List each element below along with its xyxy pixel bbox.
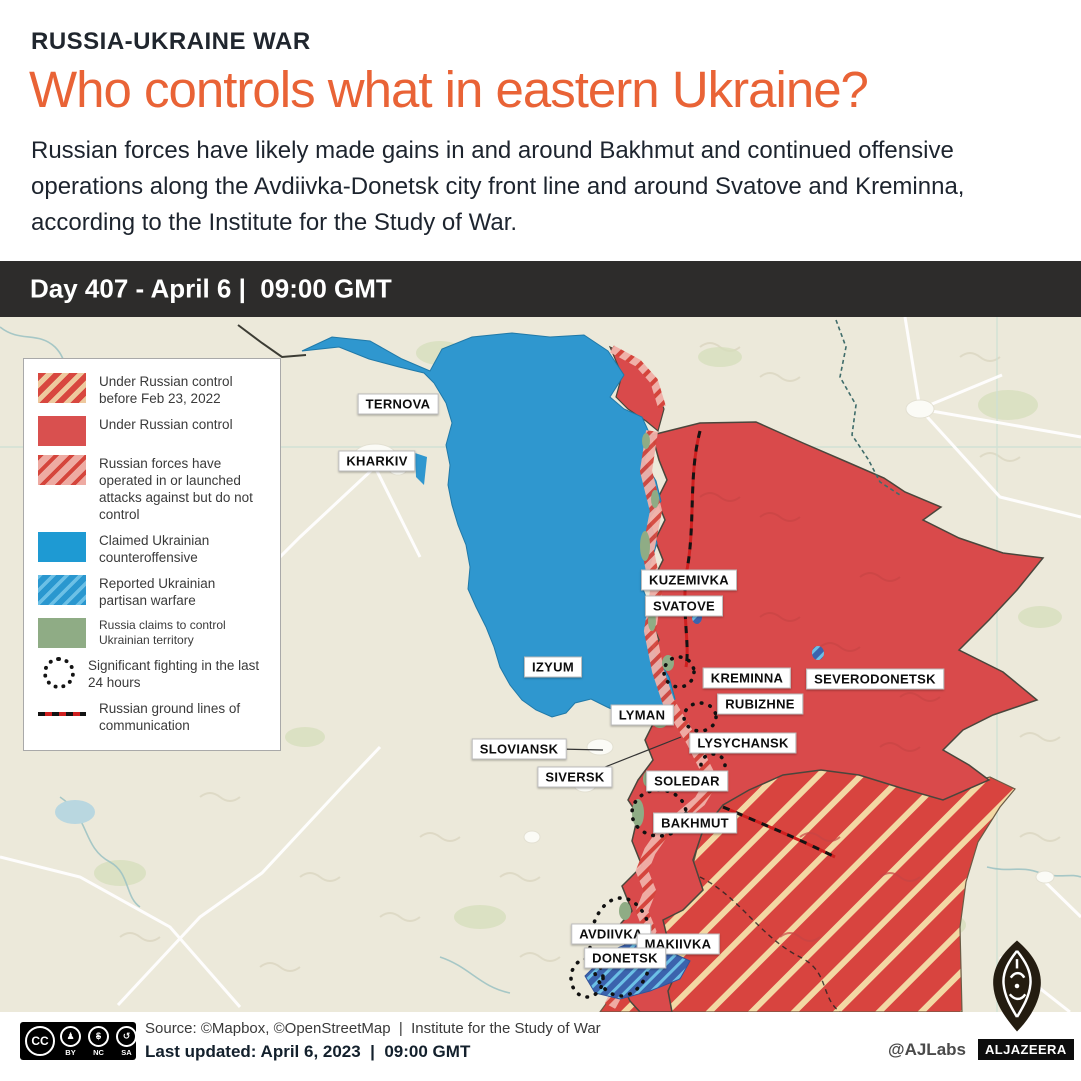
legend-swatch-russian-control: [38, 416, 86, 446]
ajlabs-handle: @AJLabs: [888, 1040, 966, 1059]
legend-label: Significant fighting in the last 24 hour…: [88, 658, 260, 690]
legend-swatch-attacked: [38, 455, 86, 485]
cc-by-icon: ♟: [60, 1025, 81, 1047]
red-terrain-texture: [699, 492, 941, 942]
day-banner-text: Day 407 - April 6 | 09:00 GMT: [30, 273, 392, 304]
city-label-siversk: SIVERSK: [537, 766, 613, 788]
legend-item: Reported Ukrainian partisan warfare: [38, 575, 266, 609]
legend-label: Under Russian control: [99, 417, 233, 432]
legend-swatch-partisan: [38, 575, 86, 605]
page-title: Who controls what in eastern Ukraine?: [29, 61, 869, 118]
city-label-kuzemivka: KUZEMIVKA: [641, 569, 737, 591]
cc-sa-label: SA: [121, 1047, 132, 1057]
lake: [55, 800, 95, 824]
legend-swatch-gloc-line: [38, 712, 86, 716]
city-label-soledar: SOLEDAR: [646, 770, 728, 792]
cc-nc-label: NC: [93, 1047, 104, 1057]
roads: [0, 317, 1081, 1012]
city-label-lyman: LYMAN: [610, 704, 674, 726]
city-label-donetsk: DONETSK: [584, 947, 666, 969]
city-label-bakhmut: BAKHMUT: [653, 812, 737, 834]
legend-label: Russian ground lines of communication: [99, 701, 241, 733]
country-border: [237, 319, 901, 1012]
city-label-sloviansk: SLOVIANSK: [471, 738, 567, 760]
description: Russian forces have likely made gains in…: [31, 137, 965, 236]
cc-icon: CC: [25, 1026, 55, 1056]
cc-nc-icon: $: [88, 1025, 109, 1047]
cc-sa-icon: ↺: [116, 1025, 137, 1047]
blue-sliver: [415, 453, 427, 485]
legend-label: Russia claims to control Ukrainian terri…: [99, 618, 226, 647]
city-label-severodonetsk: SEVERODONETSK: [806, 668, 944, 690]
legend-item: Under Russian control before Feb 23, 202…: [38, 373, 266, 407]
legend-swatch-pre2022: [38, 373, 86, 403]
legend-swatch-counteroffensive: [38, 532, 86, 562]
last-updated: Last updated: April 6, 2023 | 09:00 GMT: [145, 1042, 471, 1061]
city-label-kharkiv: KHARKIV: [338, 450, 416, 472]
contact-hatch-north: [610, 345, 666, 409]
aljazeera-wordmark: ALJAZEERA: [978, 1039, 1074, 1060]
legend-label: Russian forces have operated in or launc…: [99, 456, 253, 522]
legend-swatch-fighting-circle: [43, 657, 75, 689]
city-label-kreminna: KREMINNA: [702, 667, 792, 689]
aljazeera-logo-icon: [993, 940, 1041, 1032]
footer: CC ♟ BY $ NC ↺ SA Source: ©Mapbox, ©Open…: [0, 1012, 1081, 1081]
city-label-rubizhne: RUBIZHNE: [717, 693, 803, 715]
map: Under Russian control before Feb 23, 202…: [0, 317, 1081, 1012]
legend-item: Russia claims to control Ukrainian terri…: [38, 618, 266, 648]
city-label-izyum: IZYUM: [524, 656, 582, 678]
city-label-svatove: SVATOVE: [644, 595, 724, 617]
day-banner: Day 407 - April 6 | 09:00 GMT: [0, 261, 1081, 317]
creative-commons-badge: CC ♟ BY $ NC ↺ SA: [20, 1022, 137, 1060]
legend-label: Under Russian control before Feb 23, 202…: [99, 374, 233, 406]
ground-lines-of-communication: [683, 430, 836, 859]
legend-label: Reported Ukrainian partisan warfare: [99, 576, 216, 608]
legend-item: Under Russian control: [38, 416, 266, 446]
kicker: RUSSIA-UKRAINE WAR: [31, 28, 311, 55]
legend-item: Russian forces have operated in or launc…: [38, 455, 266, 523]
legend-item: Significant fighting in the last 24 hour…: [38, 657, 266, 691]
legend-label: Claimed Ukrainian counteroffensive: [99, 533, 210, 565]
city-label-lysychansk: LYSYCHANSK: [689, 732, 797, 754]
legend-item: Russian ground lines of communication: [38, 700, 266, 734]
cc-by-label: BY: [65, 1047, 76, 1057]
legend: Under Russian control before Feb 23, 202…: [23, 358, 281, 751]
legend-swatch-claimed: [38, 618, 86, 648]
legend-item: Claimed Ukrainian counteroffensive: [38, 532, 266, 566]
city-label-avdiivka: AVDIIVKA: [571, 923, 651, 945]
city-label-ternova: TERNOVA: [357, 393, 439, 415]
source-credit: Source: ©Mapbox, ©OpenStreetMap | Instit…: [145, 1020, 601, 1037]
